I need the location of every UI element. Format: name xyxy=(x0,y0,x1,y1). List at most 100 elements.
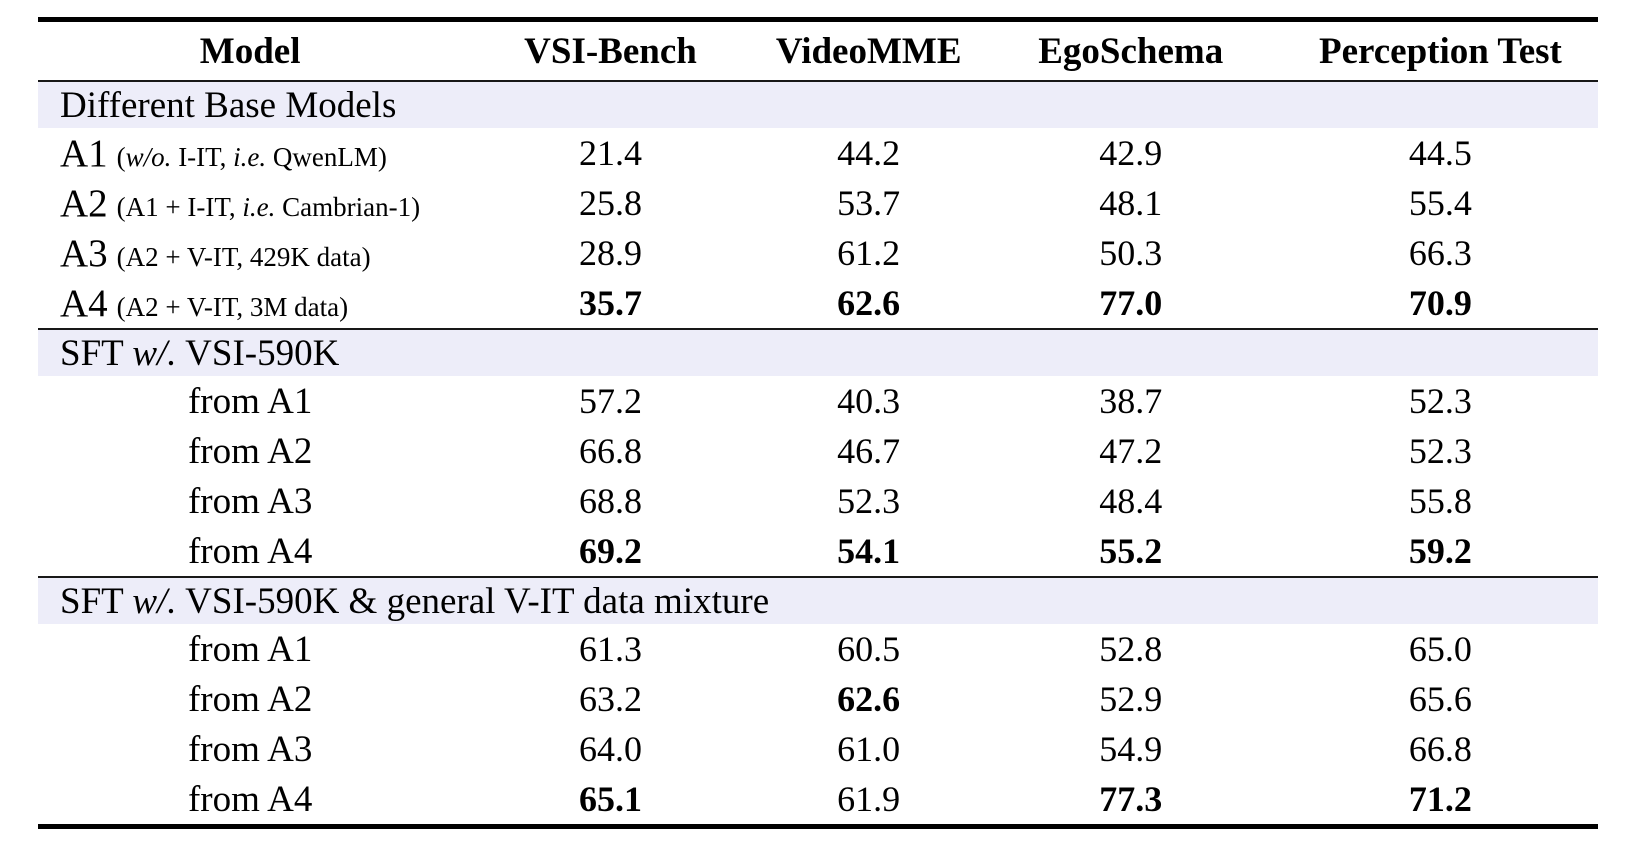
metric-value-perception-test: 55.8 xyxy=(1408,481,1472,521)
model-label-cell: A3 (A2 + V-IT, 429K data) xyxy=(38,228,462,278)
text-run: QwenLM) xyxy=(266,141,387,172)
metric-value-perception-test: 65.6 xyxy=(1408,679,1472,719)
section-title: SFT w/. VSI-590K & general V-IT data mix… xyxy=(38,577,1598,624)
metric-value-egoschema: 77.3 xyxy=(1099,779,1163,819)
table-row: from A4 69.2 54.1 55.2 59.2 xyxy=(38,526,1598,577)
metric-value-vsi-bench: 28.9 xyxy=(579,233,642,273)
metric-value-vsi-bench: 64.0 xyxy=(579,729,642,769)
metric-value-vsi-bench: 61.3 xyxy=(579,629,642,669)
model-label: from A2 xyxy=(187,678,313,720)
metric-value-perception-test: 71.2 xyxy=(1408,779,1472,819)
model-label: A1 xyxy=(60,131,108,175)
metric-value-egoschema: 55.2 xyxy=(1099,531,1163,571)
metric-value-vsi-bench: 63.2 xyxy=(579,679,642,719)
metric-value-videomme: 52.3 xyxy=(837,481,901,521)
table-row: from A3 64.0 61.0 54.9 66.8 xyxy=(38,724,1598,774)
text-run: I-IT, xyxy=(171,141,234,172)
section-title: SFT w/. VSI-590K xyxy=(38,329,1598,376)
model-label-cell: A2 (A1 + I-IT, i.e. Cambrian-1) xyxy=(38,178,462,228)
section-header-row: SFT w/. VSI-590K xyxy=(38,329,1598,376)
metric-value-vsi-bench: 66.8 xyxy=(579,431,642,471)
metric-value-videomme: 60.5 xyxy=(837,629,901,669)
text-run: (A1 + I-IT, xyxy=(116,191,243,222)
metric-value-egoschema: 77.0 xyxy=(1099,283,1163,323)
metric-value-perception-test: 70.9 xyxy=(1408,283,1472,323)
model-label-note: (A2 + V-IT, 429K data) xyxy=(117,242,371,272)
metric-value-egoschema: 42.9 xyxy=(1099,133,1163,173)
model-label-cell: from A2 xyxy=(38,426,462,476)
column-header-videomme: VideoMME xyxy=(775,30,962,72)
model-label-cell: from A1 xyxy=(38,624,462,674)
model-label-cell: from A4 xyxy=(38,526,462,577)
section-title: Different Base Models xyxy=(38,81,1598,128)
metric-value-egoschema: 52.8 xyxy=(1099,629,1163,669)
column-header-vsi-bench: VSI-Bench xyxy=(524,30,697,72)
model-label: from A4 xyxy=(187,530,313,572)
model-label: from A2 xyxy=(187,430,313,472)
metric-value-egoschema: 47.2 xyxy=(1099,431,1163,471)
metric-value-videomme: 62.6 xyxy=(837,283,901,323)
column-header-model: Model xyxy=(199,30,301,72)
italic-text-run: w/. xyxy=(132,332,177,374)
metric-value-vsi-bench: 68.8 xyxy=(579,481,642,521)
metric-value-egoschema: 38.7 xyxy=(1099,381,1163,421)
text-run: SFT xyxy=(60,580,133,622)
model-label-cell: from A4 xyxy=(38,774,462,827)
model-label-cell: from A3 xyxy=(38,476,462,526)
text-run: Cambrian-1) xyxy=(275,191,421,222)
text-run: VSI-590K & general V-IT data mixture xyxy=(176,580,770,622)
metric-value-vsi-bench: 65.1 xyxy=(579,779,642,819)
table-row: from A3 68.8 52.3 48.4 55.8 xyxy=(38,476,1598,526)
italic-text-run: i.e. xyxy=(242,191,276,222)
italic-text-run: w/. xyxy=(132,580,177,622)
metric-value-perception-test: 52.3 xyxy=(1408,431,1472,471)
table-row: A1 (w/o. I-IT, i.e. QwenLM) 21.4 44.2 42.9 44… xyxy=(38,128,1598,178)
metric-value-vsi-bench: 57.2 xyxy=(579,381,642,421)
model-label-cell: A1 (w/o. I-IT, i.e. QwenLM) xyxy=(38,128,462,178)
metric-value-videomme: 53.7 xyxy=(837,183,901,223)
model-label-note: (A1 + I-IT, i.e. Cambrian-1) xyxy=(117,192,420,222)
metric-value-videomme: 61.9 xyxy=(837,779,901,819)
text-run: VSI-590K xyxy=(176,332,340,374)
text-run: (A2 + V-IT, 3M data) xyxy=(116,291,349,322)
model-label: from A1 xyxy=(187,380,313,422)
metric-value-videomme: 61.0 xyxy=(837,729,901,769)
metric-value-vsi-bench: 35.7 xyxy=(579,283,642,323)
model-label-cell: from A3 xyxy=(38,724,462,774)
text-run: (A2 + V-IT, 429K data) xyxy=(116,241,371,272)
metric-value-videomme: 40.3 xyxy=(837,381,901,421)
metric-value-perception-test: 66.8 xyxy=(1408,729,1472,769)
model-label: A2 xyxy=(60,181,108,225)
table-row: from A1 61.3 60.5 52.8 65.0 xyxy=(38,624,1598,674)
model-label: A3 xyxy=(60,231,108,275)
metric-value-videomme: 61.2 xyxy=(837,233,901,273)
table-row: A3 (A2 + V-IT, 429K data) 28.9 61.2 50.3 66.3 xyxy=(38,228,1598,278)
model-label-cell: from A1 xyxy=(38,376,462,426)
model-label: from A1 xyxy=(187,628,313,670)
metric-value-perception-test: 55.4 xyxy=(1408,183,1472,223)
table-row: from A1 57.2 40.3 38.7 52.3 xyxy=(38,376,1598,426)
italic-text-run: w/o. xyxy=(125,141,172,172)
table-row: A2 (A1 + I-IT, i.e. Cambrian-1) 25.8 53.7 48… xyxy=(38,178,1598,228)
metric-value-perception-test: 44.5 xyxy=(1408,133,1472,173)
model-label: A4 xyxy=(60,281,108,325)
text-run: Different Base Models xyxy=(60,84,397,126)
table-body: Different Base Models A1 (w/o. I-IT, i.e. … xyxy=(38,81,1598,827)
text-run: ( xyxy=(116,141,126,172)
metric-value-vsi-bench: 69.2 xyxy=(579,531,642,571)
model-label: from A4 xyxy=(187,778,313,820)
table-row: from A2 63.2 62.6 52.9 65.6 xyxy=(38,674,1598,724)
metric-value-perception-test: 59.2 xyxy=(1408,531,1472,571)
benchmark-results-table: Model VSI-Bench VideoMME EgoSchema Perceptio… xyxy=(38,17,1598,829)
metric-value-videomme: 54.1 xyxy=(837,531,901,571)
metric-value-egoschema: 52.9 xyxy=(1099,679,1163,719)
model-label-note: (A2 + V-IT, 3M data) xyxy=(117,292,348,322)
table-row: from A4 65.1 61.9 77.3 71.2 xyxy=(38,774,1598,827)
model-label-note: (w/o. I-IT, i.e. QwenLM) xyxy=(117,142,387,172)
metric-value-vsi-bench: 21.4 xyxy=(579,133,642,173)
section-header-row: SFT w/. VSI-590K & general V-IT data mix… xyxy=(38,577,1598,624)
italic-text-run: i.e. xyxy=(233,141,267,172)
metric-value-egoschema: 48.1 xyxy=(1099,183,1163,223)
table-row: from A2 66.8 46.7 47.2 52.3 xyxy=(38,426,1598,476)
